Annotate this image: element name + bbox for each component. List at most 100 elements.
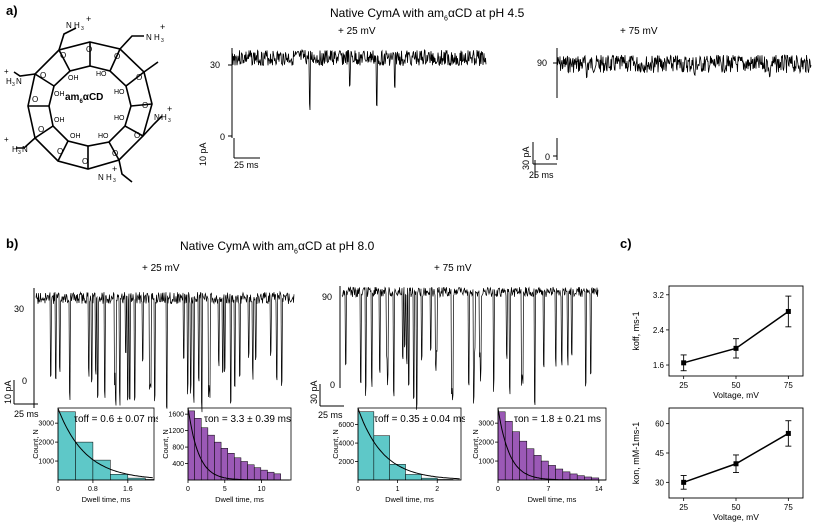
x-tick-label: 2	[435, 486, 439, 493]
trace-b75-signal	[341, 286, 599, 410]
histogram-frame	[187, 407, 292, 481]
x-tick-label: 75	[784, 503, 793, 512]
y-axis-label: koff, ms-1	[631, 311, 641, 350]
svg-text:HO: HO	[96, 71, 107, 78]
x-axis-label: Dwell time, ms	[528, 495, 577, 504]
trace-b75-scale-x: 25 ms	[318, 410, 343, 420]
plot-kon: 25 50 75 30 45 60 Voltage, mV kon, mM-1ms-1	[631, 407, 804, 522]
y-tick-label: 2000	[338, 459, 354, 466]
y-tick-label: 45	[655, 449, 664, 458]
data-point	[785, 308, 791, 314]
y-tick-label: 2.4	[653, 326, 665, 335]
histogram-bar	[247, 464, 255, 481]
svg-text:O: O	[112, 149, 118, 158]
trace-b25-tick-zero: 0	[22, 376, 27, 386]
panel-c-label: c)	[620, 236, 632, 251]
svg-text:O: O	[57, 147, 63, 156]
trace-b75-tick-top: 90	[322, 292, 332, 302]
svg-text:OH: OH	[54, 117, 65, 124]
svg-text:O: O	[60, 51, 66, 60]
histogram-bar	[548, 465, 556, 481]
trace-a25-signal	[231, 48, 487, 111]
trace-a25-scale-y: 10 pA	[198, 142, 208, 166]
svg-text:H: H	[74, 21, 80, 30]
trace-b75-scale-y: 30 pA	[309, 380, 319, 404]
trace-b25-signal	[35, 290, 295, 413]
y-tick-label: 1200	[168, 428, 184, 435]
histogram-bar	[357, 411, 375, 481]
x-tick-label: 0	[186, 486, 190, 493]
molecule-label: am6αCD	[65, 92, 104, 105]
histogram-bar	[92, 459, 111, 481]
svg-text:N: N	[22, 145, 28, 154]
panel-a-title: Native CymA with am6αCD at pH 4.5	[330, 6, 525, 23]
x-axis-label: Voltage, mV	[713, 390, 759, 400]
y-tick-label: 2000	[38, 440, 54, 447]
x-axis-label: Dwell time, ms	[215, 495, 264, 504]
x-axis-label: Dwell time, ms	[385, 495, 434, 504]
histogram-frame	[357, 407, 462, 481]
histogram-bars	[187, 410, 281, 481]
x-tick-label: 50	[732, 381, 741, 390]
svg-text:N: N	[16, 77, 22, 86]
svg-text:HO: HO	[114, 115, 125, 122]
svg-text:H: H	[161, 113, 167, 122]
y-tick-label: 4000	[338, 441, 354, 448]
exponential-fit-curve	[57, 408, 153, 479]
svg-text:O: O	[38, 125, 44, 134]
svg-text:H: H	[154, 33, 160, 42]
svg-text:O: O	[82, 157, 88, 166]
svg-text:3: 3	[12, 82, 15, 88]
svg-text:+: +	[4, 67, 9, 76]
x-tick-label: 0	[356, 486, 360, 493]
y-tick-label: 3000	[478, 421, 494, 428]
svg-text:+: +	[112, 164, 117, 174]
x-tick-label: 10	[258, 486, 266, 493]
y-axis-label: Count, N	[471, 429, 480, 459]
panel-b-title: Native CymA with am6αCD at pH 8.0	[180, 239, 375, 256]
histogram-bar	[576, 475, 585, 481]
y-tick-label: 6000	[338, 422, 354, 429]
x-axis-label: Dwell time, ms	[82, 495, 131, 504]
svg-text:O: O	[142, 101, 148, 110]
histogram-bar	[389, 464, 406, 481]
trace-b75-tick-zero: 0	[330, 380, 335, 390]
histogram-bar	[75, 441, 94, 481]
panel-b-label: b)	[6, 236, 19, 251]
histogram-bar	[253, 467, 262, 481]
trace-a75: 90 0	[534, 48, 812, 178]
histogram-bar	[555, 468, 564, 481]
x-tick-label: 7	[546, 486, 550, 493]
exponential-fit-curve	[357, 408, 460, 480]
svg-text:+: +	[4, 135, 9, 144]
histogram-bar	[240, 461, 248, 481]
plot-frame	[668, 407, 804, 499]
histogram-frame	[497, 407, 607, 481]
histogram-b25-on: 0 5 10 400 800 1200 1600 Dwell time, ms Count, N…	[161, 407, 292, 504]
svg-text:3: 3	[113, 178, 116, 184]
histogram-bar	[273, 473, 281, 481]
svg-text:+: +	[167, 104, 172, 114]
trace-a75-tick-top: 90	[537, 58, 547, 68]
trace-b25-voltage: + 25 mV	[142, 263, 180, 274]
trace-a25-voltage: + 25 mV	[338, 26, 376, 37]
panel-a-label: a)	[6, 3, 18, 18]
histogram-bar	[200, 427, 209, 481]
trace-a75-voltage: + 75 mV	[620, 26, 658, 37]
svg-text:3: 3	[18, 150, 21, 156]
histogram-bar	[533, 455, 542, 481]
svg-text:HO: HO	[98, 133, 109, 140]
trace-a75-signal	[556, 54, 812, 79]
histogram-bar	[234, 457, 242, 481]
svg-text:N: N	[154, 113, 160, 122]
trace-b25: 30 0 10 pA 25 ms	[3, 288, 295, 419]
trace-a75-scale-y: 30 pA	[521, 146, 531, 170]
x-tick-label: 5	[223, 486, 227, 493]
data-point	[681, 479, 687, 485]
trace-b75-voltage: + 75 mV	[434, 263, 472, 274]
data-point	[733, 345, 739, 351]
trace-a75-tick-zero: 0	[545, 152, 550, 162]
x-tick-label: 75	[784, 381, 793, 390]
svg-text:3: 3	[168, 118, 171, 124]
svg-text:O: O	[32, 95, 38, 104]
